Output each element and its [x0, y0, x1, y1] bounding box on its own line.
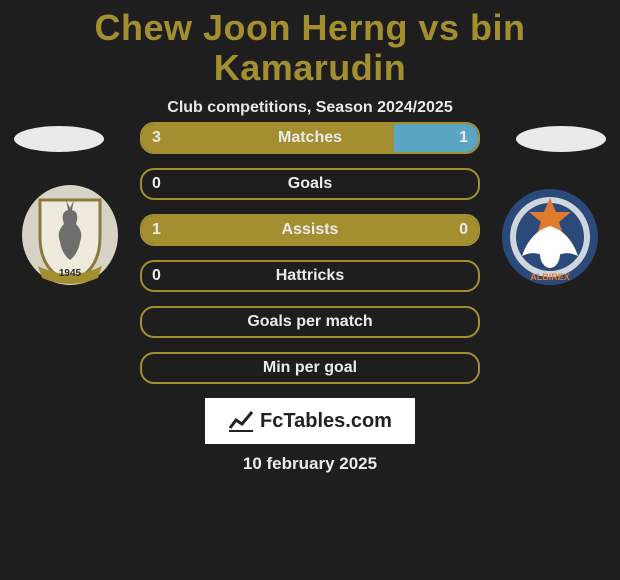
subtitle: Club competitions, Season 2024/2025	[0, 99, 620, 117]
stat-row: 1 0 Assists	[140, 214, 480, 246]
stat-value-left: 3	[152, 129, 161, 147]
stat-value-right: 1	[459, 129, 468, 147]
stat-row: Goals per match	[140, 306, 480, 338]
stat-label: Goals per match	[247, 313, 372, 331]
stat-row: 3 1 Matches	[140, 122, 480, 154]
stat-row: 0 Hattricks	[140, 260, 480, 292]
stats-panel: 3 1 Matches 0 Goals 1 0 Assists 0 Hattricks Goals …	[140, 122, 480, 398]
stat-fill-left	[142, 124, 394, 152]
club-crest-left: 1945	[20, 182, 120, 292]
svg-text:ALBIREX: ALBIREX	[530, 272, 570, 282]
founded-year: 1945	[59, 268, 82, 279]
stat-value-right: 0	[459, 221, 468, 239]
brand-text: FcTables.com	[260, 410, 392, 433]
stat-label: Matches	[278, 129, 342, 147]
stat-row: 0 Goals	[140, 168, 480, 200]
stat-value-left: 1	[152, 221, 161, 239]
stat-row: Min per goal	[140, 352, 480, 384]
brand-badge: FcTables.com	[205, 398, 415, 444]
stat-label: Min per goal	[263, 359, 357, 377]
stat-label: Assists	[282, 221, 339, 239]
stat-value-left: 0	[152, 267, 161, 285]
date-label: 10 february 2025	[0, 454, 620, 474]
stat-label: Goals	[288, 175, 332, 193]
player-marker-right	[516, 126, 606, 152]
stat-value-left: 0	[152, 175, 161, 193]
stat-label: Hattricks	[276, 267, 344, 285]
brand-icon	[228, 410, 254, 432]
page-title: Chew Joon Herng vs bin Kamarudin	[0, 0, 620, 87]
player-marker-left	[14, 126, 104, 152]
club-crest-right: ALBIREX	[500, 182, 600, 292]
